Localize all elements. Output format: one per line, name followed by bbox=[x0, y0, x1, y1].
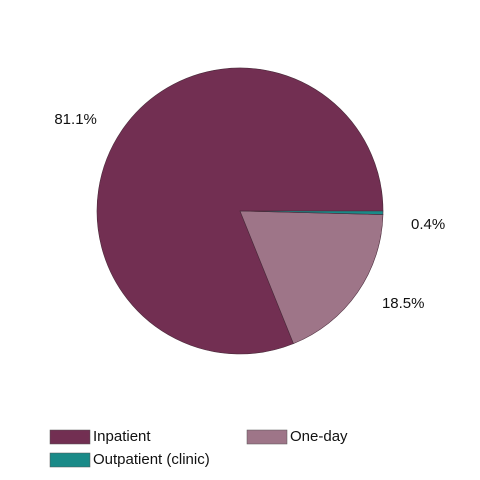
pie-slice bbox=[239, 210, 384, 345]
legend-label: Inpatient bbox=[93, 428, 151, 445]
legend-label: Outpatient (clinic) bbox=[93, 451, 210, 468]
legend-swatch bbox=[246, 429, 288, 445]
pie-slice bbox=[239, 210, 384, 215]
legend-label: One-day bbox=[290, 428, 348, 445]
data-label: 18.5% bbox=[382, 295, 425, 312]
data-label: 81.1% bbox=[54, 111, 97, 128]
legend-swatch bbox=[49, 429, 91, 445]
legend-swatch bbox=[49, 452, 91, 468]
data-label: 0.4% bbox=[411, 216, 445, 233]
